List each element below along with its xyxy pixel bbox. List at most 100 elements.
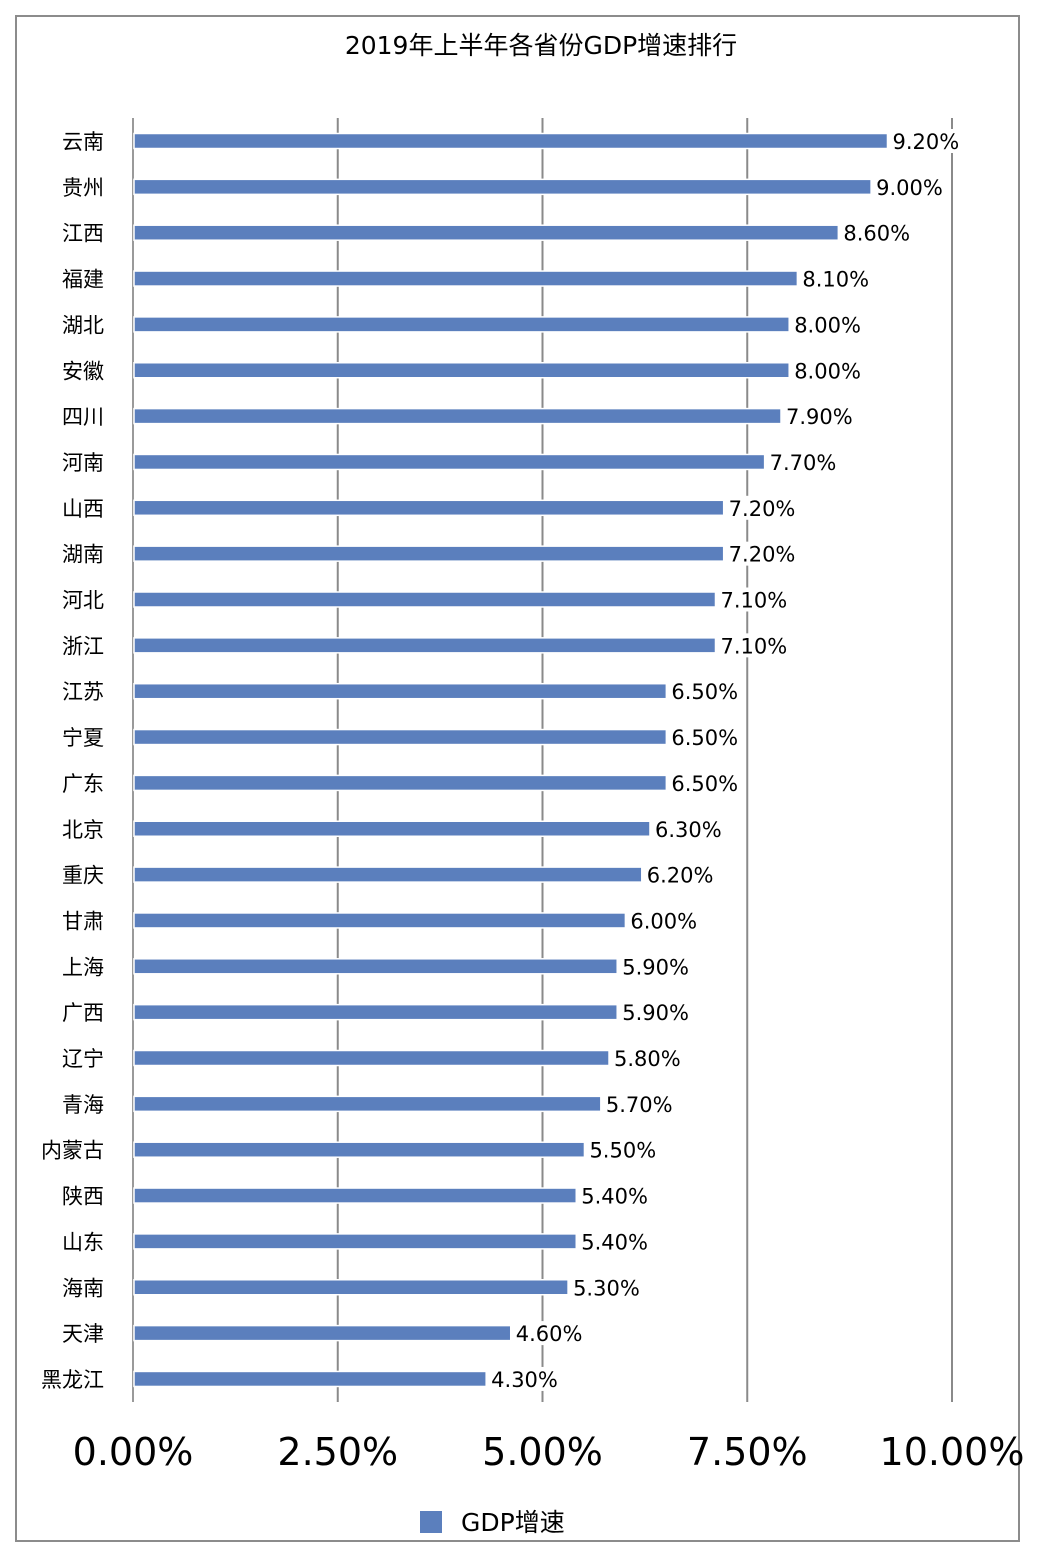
category-label: 北京 <box>62 818 104 842</box>
category-labels: 云南贵州江西福建湖北安徽四川河南山西湖南河北浙江江苏宁夏广东北京重庆甘肃上海广西… <box>41 130 104 1392</box>
category-label: 河南 <box>62 451 104 475</box>
data-label: 8.00% <box>794 313 861 337</box>
data-label-bg <box>579 1229 646 1254</box>
category-label: 宁夏 <box>62 726 104 750</box>
data-label: 9.20% <box>892 130 959 154</box>
data-label-bg <box>644 862 711 887</box>
data-label-bg <box>726 541 793 566</box>
category-label: 浙江 <box>62 634 104 658</box>
data-label: 5.40% <box>581 1230 648 1254</box>
data-label-bg <box>784 404 851 429</box>
data-label: 8.00% <box>794 359 861 383</box>
bar <box>133 1095 602 1113</box>
bar <box>133 270 799 287</box>
data-label: 6.50% <box>671 726 738 750</box>
data-label: 7.90% <box>786 405 853 429</box>
data-label: 5.80% <box>614 1047 681 1071</box>
data-label: 6.20% <box>647 864 714 888</box>
bars <box>133 132 889 1388</box>
data-label: 7.10% <box>720 634 787 658</box>
bar <box>133 362 790 379</box>
bar <box>133 132 889 150</box>
bar <box>133 682 668 700</box>
data-label-bg <box>767 449 834 474</box>
bar <box>133 1324 512 1342</box>
x-tick-labels: 0.00% 2.50% 5.00% 7.50% 10.00% <box>73 1430 1025 1474</box>
category-label: 广西 <box>62 1001 104 1025</box>
data-label: 5.30% <box>573 1276 640 1300</box>
category-label: 福建 <box>62 268 104 292</box>
data-label: 8.60% <box>843 222 910 246</box>
bar <box>133 453 766 471</box>
data-label-bg <box>669 725 736 750</box>
legend: GDP增速 <box>420 1508 565 1537</box>
bar <box>133 178 872 196</box>
bar <box>133 316 790 333</box>
bar <box>133 1233 578 1250</box>
data-label: 5.40% <box>581 1185 648 1209</box>
bar <box>133 912 627 929</box>
data-label-bg <box>489 1366 556 1391</box>
bar <box>133 866 643 883</box>
bar <box>133 1279 569 1296</box>
bar <box>133 1141 586 1158</box>
category-label: 甘肃 <box>62 909 104 933</box>
data-label-bg <box>587 1137 654 1162</box>
data-label-bg <box>792 312 859 337</box>
x-tick-label: 7.50% <box>687 1430 808 1474</box>
category-label: 陕西 <box>62 1185 104 1209</box>
data-label: 6.00% <box>630 909 697 933</box>
bar <box>133 728 668 746</box>
category-label: 青海 <box>62 1093 104 1117</box>
x-tick-label: 10.00% <box>880 1430 1025 1474</box>
legend-label: GDP增速 <box>461 1508 565 1537</box>
bar <box>133 499 725 517</box>
data-label-bg <box>841 220 908 245</box>
bar <box>133 1370 487 1388</box>
data-label-bg <box>620 954 687 979</box>
bar <box>133 637 717 654</box>
data-label: 7.20% <box>729 497 796 521</box>
category-label: 云南 <box>62 130 104 154</box>
bar <box>133 1003 618 1021</box>
data-label: 8.10% <box>802 268 869 292</box>
data-label-bg <box>612 1046 679 1070</box>
category-label: 江西 <box>62 222 104 246</box>
bar <box>133 1049 610 1067</box>
category-label: 重庆 <box>62 864 104 888</box>
data-label: 6.50% <box>671 772 738 796</box>
category-label: 湖南 <box>62 543 104 567</box>
x-tick-label: 2.50% <box>277 1430 398 1474</box>
category-label: 河北 <box>62 589 104 613</box>
data-label: 9.00% <box>876 176 943 200</box>
chart-title: 2019年上半年各省份GDP增速排行 <box>345 31 737 60</box>
data-label-bg <box>800 266 867 291</box>
data-label: 5.70% <box>606 1093 673 1117</box>
data-label: 7.70% <box>770 451 837 475</box>
data-label-bg <box>628 908 695 933</box>
category-label: 辽宁 <box>62 1047 104 1071</box>
data-label: 5.90% <box>622 955 689 979</box>
data-label-bg <box>669 679 736 704</box>
bar <box>133 1187 578 1204</box>
bar <box>133 591 717 608</box>
category-label: 广东 <box>62 772 104 796</box>
category-label: 黑龙江 <box>41 1368 104 1392</box>
data-label-bg <box>513 1321 580 1346</box>
data-label-bg <box>571 1275 638 1300</box>
data-label-bg <box>579 1183 646 1208</box>
data-label-bg <box>652 816 719 841</box>
category-label: 天津 <box>62 1322 104 1346</box>
data-label: 7.10% <box>720 589 787 613</box>
category-label: 海南 <box>62 1276 104 1300</box>
bar <box>133 958 618 975</box>
gridlines <box>132 118 953 1402</box>
data-label: 6.30% <box>655 818 722 842</box>
category-label: 上海 <box>62 955 104 979</box>
data-label: 4.30% <box>491 1368 558 1392</box>
data-label-bg <box>718 587 785 612</box>
data-label-bg <box>603 1091 670 1116</box>
bar <box>133 820 651 837</box>
x-tick-label: 0.00% <box>73 1430 194 1474</box>
